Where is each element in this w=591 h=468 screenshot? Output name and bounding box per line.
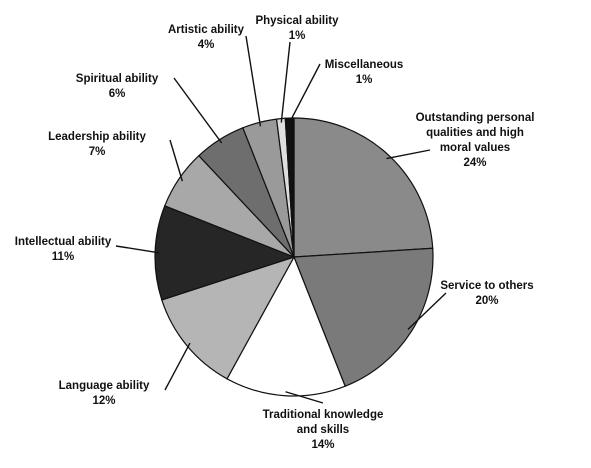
slice-label-language-ability: Language ability 12%	[59, 380, 150, 407]
slice-label-artistic-ability: Artistic ability 4%	[168, 24, 245, 51]
slice-label-text: Spiritual ability	[76, 73, 159, 85]
slice-label-text: qualities and high	[426, 127, 524, 139]
slice-value-text: 1%	[356, 74, 373, 86]
leader-line-outstanding-personal-qualities-and-high-moral-values	[386, 149, 431, 160]
slice-label-text: Physical ability	[255, 15, 339, 27]
pie-slice-traditional-knowledge-and-skills	[226, 255, 346, 397]
pie-slice-service-to-others	[293, 247, 434, 388]
leader-line-artistic-ability	[245, 35, 262, 127]
pie-slice-outstanding-personal-qualities-and-high-moral-values	[293, 117, 434, 258]
slice-value-text: 1%	[289, 30, 306, 42]
leader-line-traditional-knowledge-and-skills	[285, 391, 324, 404]
leader-lines	[115, 35, 447, 404]
slice-label-text: Service to others	[440, 280, 533, 292]
slice-label-intellectual-ability: Intellectual ability 11%	[15, 236, 112, 263]
pie-slice-miscellaneous	[284, 117, 295, 258]
slice-label-outstanding-personal-qualities-and-high-moral-values: Outstanding personal qualities and high mo…	[416, 112, 535, 169]
leader-line-language-ability	[164, 342, 191, 391]
slice-label-text: Language ability	[59, 380, 150, 392]
leader-line-miscellaneous	[289, 63, 321, 123]
slice-label-traditional-knowledge-and-skills: Traditional knowledge and skills 14%	[263, 409, 384, 451]
slice-label-text: Leadership ability	[48, 131, 146, 143]
leader-line-physical-ability	[280, 41, 291, 123]
slice-label-spiritual-ability: Spiritual ability 6%	[76, 73, 159, 100]
slice-value-text: 11%	[52, 251, 74, 263]
leader-line-spiritual-ability	[173, 77, 223, 144]
slice-value-text: 24%	[463, 157, 486, 169]
slice-label-text: moral values	[440, 142, 510, 154]
slice-value-text: 6%	[109, 88, 126, 100]
leader-line-service-to-others	[407, 292, 447, 330]
slice-label-physical-ability: Physical ability 1%	[255, 15, 339, 42]
leader-line-leadership-ability	[169, 139, 184, 182]
pie-slice-language-ability	[161, 255, 296, 380]
slice-value-text: 7%	[89, 146, 106, 158]
leader-line-intellectual-ability	[115, 245, 160, 254]
slice-label-text: Miscellaneous	[325, 59, 404, 71]
slice-label-text: Artistic ability	[168, 24, 245, 36]
slice-label-text: Intellectual ability	[15, 236, 112, 248]
slice-label-text: Outstanding personal	[416, 112, 535, 124]
slice-value-text: 12%	[92, 395, 115, 407]
pie-slices	[154, 117, 434, 397]
slice-label-text: Traditional knowledge	[263, 409, 384, 421]
slice-label-service-to-others: Service to others 20%	[440, 280, 533, 307]
slice-value-text: 14%	[311, 439, 334, 451]
slice-labels: Outstanding personal qualities and high mo…	[15, 15, 535, 451]
slice-value-text: 20%	[475, 295, 498, 307]
slice-label-text: and skills	[297, 424, 349, 436]
slice-label-leadership-ability: Leadership ability 7%	[48, 131, 146, 158]
slice-value-text: 4%	[198, 39, 215, 51]
slice-label-miscellaneous: Miscellaneous 1%	[325, 59, 404, 86]
